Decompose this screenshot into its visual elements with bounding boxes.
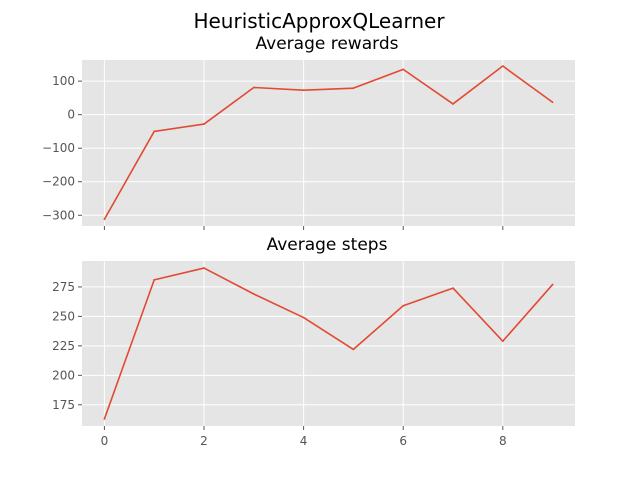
rewards-ytick-label: 0 xyxy=(67,108,75,122)
steps-ytick-label: 200 xyxy=(52,368,75,382)
rewards-data-point xyxy=(302,89,305,92)
rewards-data-point xyxy=(402,68,405,71)
rewards-series-line xyxy=(103,65,554,220)
rewards-data-point xyxy=(452,103,454,105)
rewards-data-point xyxy=(551,101,554,104)
steps-xtick-label: 2 xyxy=(200,434,208,448)
steps-series xyxy=(103,267,554,420)
steps-grid xyxy=(82,261,575,426)
steps-data-point xyxy=(203,267,205,269)
steps-data-point xyxy=(452,287,454,290)
rewards-data-point xyxy=(352,87,355,90)
steps-data-point xyxy=(153,278,156,281)
steps-ticks: 0 2 4 6 8 175 200 225 250 275 xyxy=(52,280,507,448)
steps-xtick-label: 6 xyxy=(399,434,407,448)
steps-data-point xyxy=(501,340,504,343)
rewards-data-point xyxy=(103,218,106,221)
rewards-chart: Average rewards −300 −200 −100 0 100 xyxy=(42,34,575,230)
rewards-series xyxy=(103,65,554,221)
rewards-data-point xyxy=(501,65,504,67)
rewards-data-point xyxy=(153,130,156,133)
steps-xtick-label: 8 xyxy=(499,434,507,448)
rewards-ytick-label: −100 xyxy=(42,141,75,155)
steps-xtick-label: 4 xyxy=(300,434,308,448)
steps-ytick-label: 225 xyxy=(52,339,75,353)
steps-ytick-label: 250 xyxy=(52,309,75,323)
figure-title: HeuristicApproxQLearner xyxy=(193,9,445,33)
steps-ytick-label: 175 xyxy=(52,398,75,412)
rewards-chart-title: Average rewards xyxy=(256,34,399,54)
rewards-ytick-label: −200 xyxy=(42,175,75,189)
steps-chart-title: Average steps xyxy=(267,235,388,255)
steps-data-point xyxy=(402,304,405,307)
steps-data-point xyxy=(551,283,554,286)
rewards-grid xyxy=(82,60,575,226)
steps-plot-area xyxy=(82,261,575,426)
steps-data-point xyxy=(352,348,355,351)
steps-chart: Average steps 0 2 4 6 8 175 200 225 250 275 xyxy=(52,235,575,448)
rewards-ytick-label: 100 xyxy=(52,74,75,88)
steps-xtick-label: 0 xyxy=(101,434,109,448)
steps-data-point xyxy=(103,418,106,420)
rewards-ytick-label: −300 xyxy=(42,208,75,222)
rewards-data-point xyxy=(252,86,255,89)
rewards-plot-area xyxy=(82,60,575,226)
steps-data-point xyxy=(302,316,305,319)
rewards-ticks: −300 −200 −100 0 100 xyxy=(42,74,504,230)
steps-ytick-label: 275 xyxy=(52,280,75,294)
steps-series-line xyxy=(103,267,554,420)
rewards-data-point xyxy=(203,123,205,125)
steps-data-point xyxy=(252,293,255,295)
